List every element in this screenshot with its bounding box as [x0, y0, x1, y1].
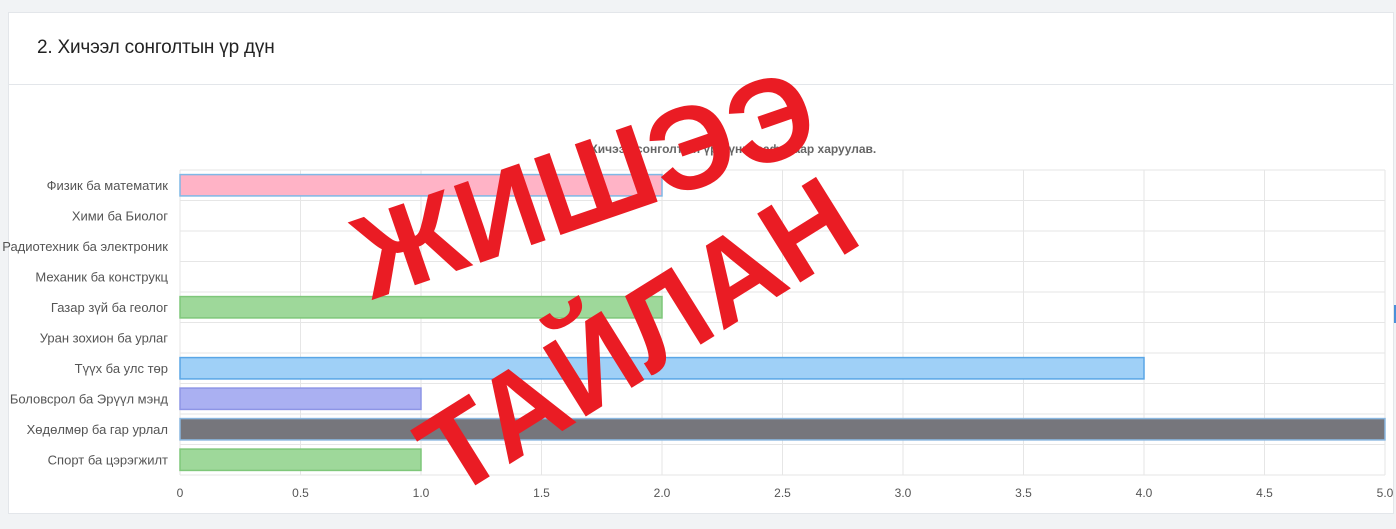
- category-label: Механик ба конструкц: [35, 269, 168, 284]
- bar: [179, 356, 1145, 380]
- bar: [179, 448, 422, 472]
- x-tick-label: 3.0: [895, 486, 912, 500]
- category-label: Түүх ба улс төр: [75, 361, 168, 376]
- category-label: Уран зохион ба урлаг: [40, 330, 169, 345]
- category-label: Хими ба Биолог: [72, 208, 168, 223]
- bar: [179, 295, 663, 319]
- bar: [179, 417, 1386, 441]
- card-title: 2. Хичээл сонголтын үр дүн: [37, 37, 275, 58]
- chart-bars: [179, 173, 1386, 472]
- category-label: Хөдөлмөр ба гар урлал: [27, 422, 168, 437]
- category-label: Радиотехник ба электроник: [2, 239, 168, 254]
- chart-title: Хичээл сонголтын үр дүнг графикаар харуу…: [590, 142, 877, 156]
- scroll-marker: [1394, 305, 1396, 323]
- x-tick-label: 2.5: [774, 486, 791, 500]
- x-tick-label: 2.0: [654, 486, 671, 500]
- category-label: Газар зүй ба геолог: [51, 300, 168, 315]
- category-label: Боловсрол ба Эрүүл мэнд: [10, 391, 169, 406]
- x-tick-label: 4.5: [1256, 486, 1273, 500]
- category-label: Спорт ба цэрэгжилт: [48, 452, 168, 467]
- x-tick-label: 1.5: [533, 486, 550, 500]
- category-label: Физик ба математик: [47, 178, 169, 193]
- x-tick-label: 1.0: [413, 486, 430, 500]
- x-tick-label: 0: [177, 486, 184, 500]
- card-header: 2. Хичээл сонголтын үр дүн: [9, 13, 1393, 85]
- x-tick-label: 5.0: [1377, 486, 1394, 500]
- x-axis-tick-labels: 0 0.5 1.0 1.5 2.0 2.5 3.0 3.5 4.0 4.5 5.0: [177, 486, 1394, 500]
- x-tick-label: 3.5: [1015, 486, 1032, 500]
- bar: [179, 173, 663, 197]
- bar: [179, 387, 422, 411]
- category-labels: Физик ба математик Хими ба Биолог Радиотех…: [2, 178, 168, 468]
- x-tick-label: 0.5: [292, 486, 309, 500]
- x-tick-label: 4.0: [1136, 486, 1153, 500]
- chart-grid: [179, 169, 1386, 476]
